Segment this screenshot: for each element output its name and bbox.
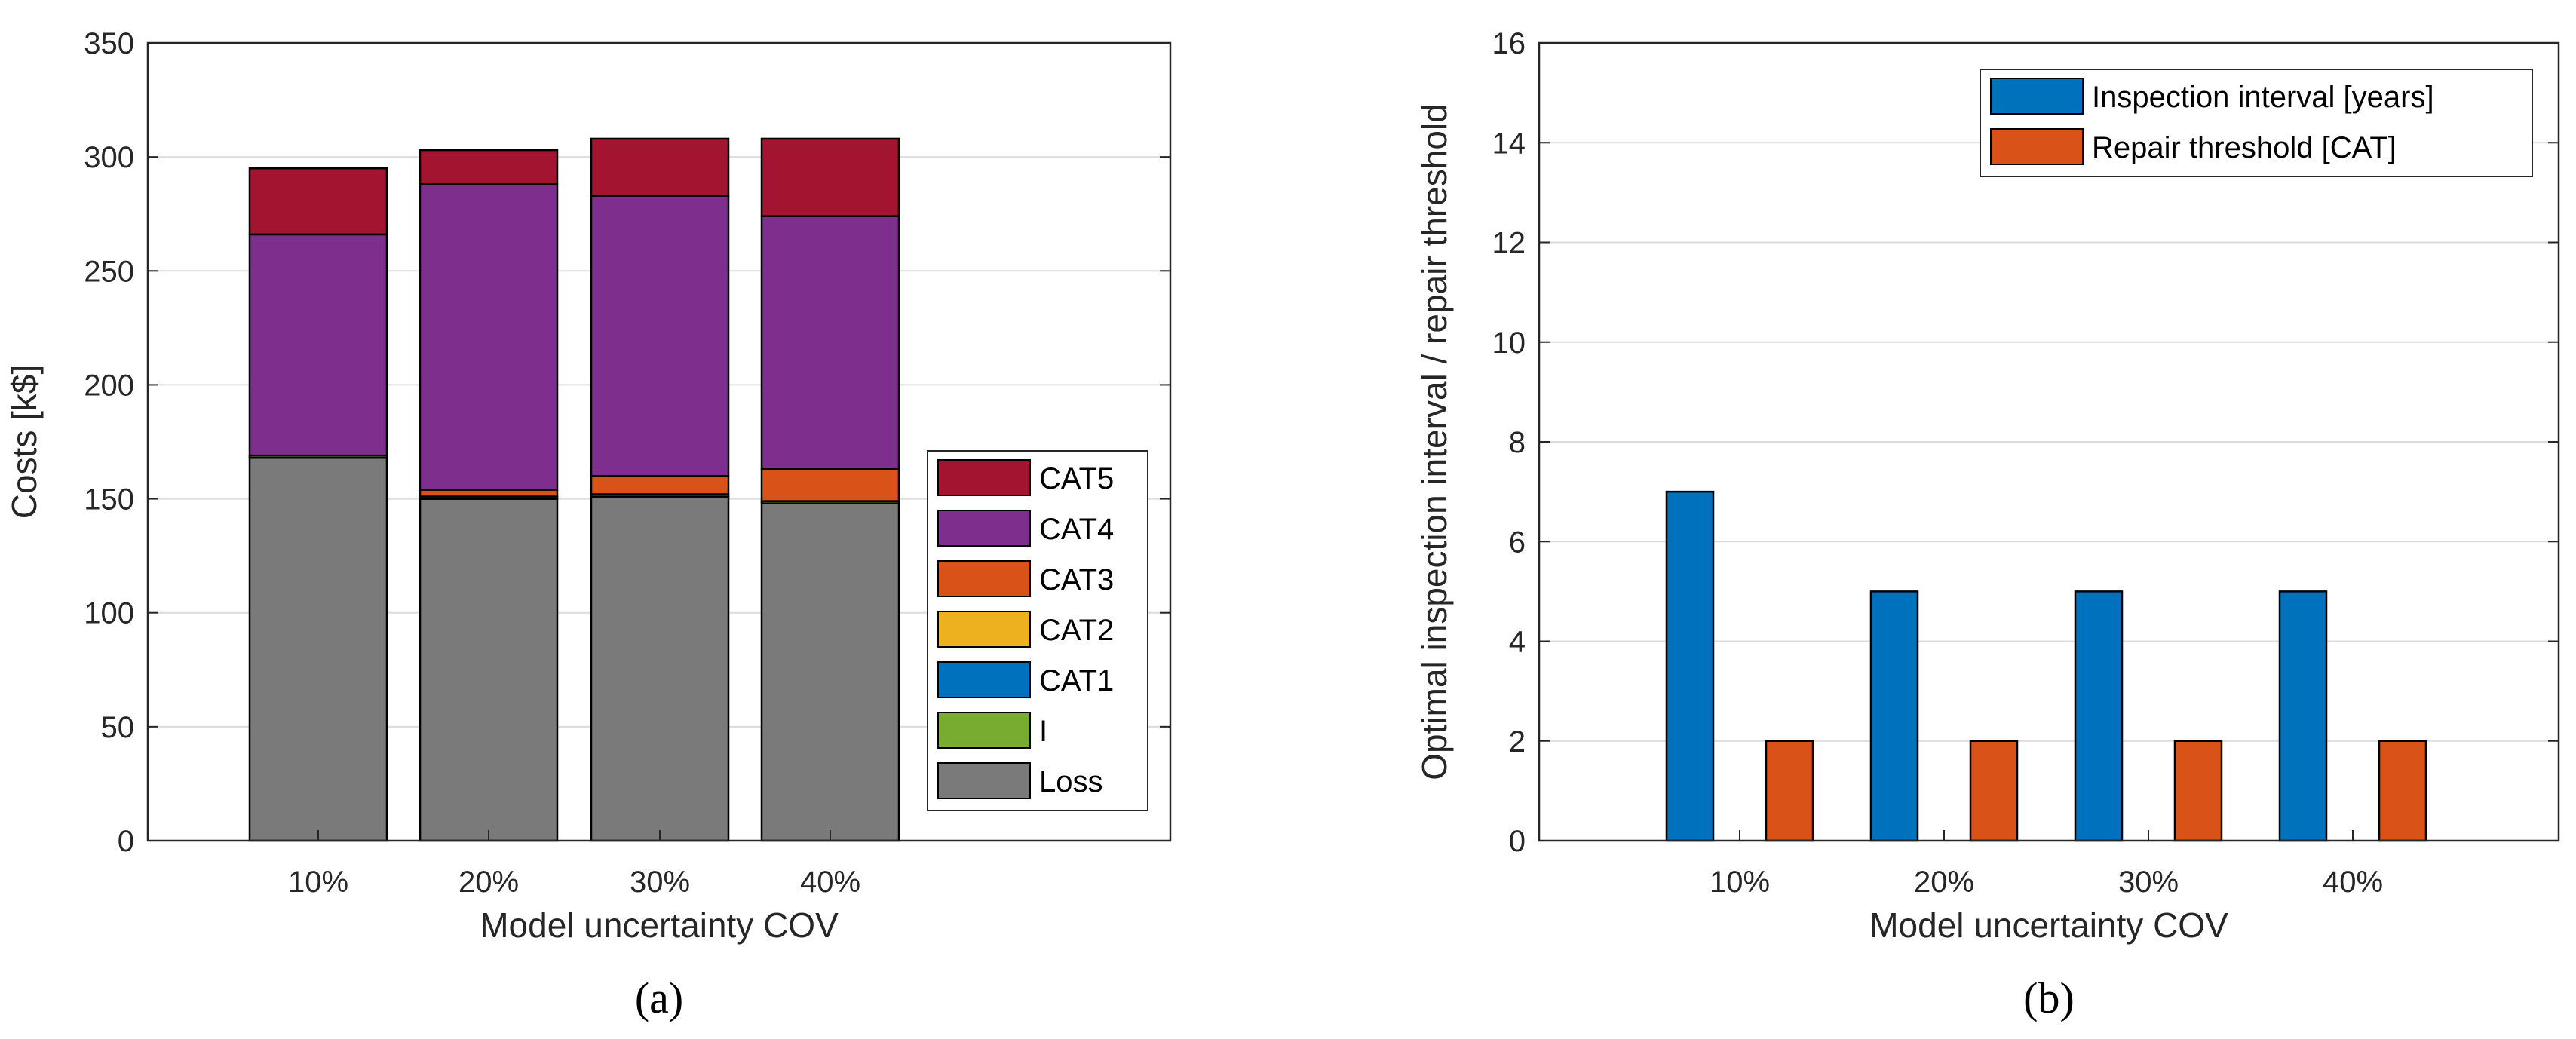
bar-cat5-20 <box>419 149 559 185</box>
ytick-label-0: 0 <box>118 825 134 858</box>
ytick-label-6: 6 <box>1509 526 1526 559</box>
xtick-label-30: 30% <box>2118 866 2179 899</box>
ytick-label-300: 300 <box>84 141 134 174</box>
ytick-label-8: 8 <box>1509 426 1526 459</box>
ytick-label-2: 2 <box>1509 725 1526 759</box>
legend-label-cat3: CAT3 <box>1039 563 1114 596</box>
bar-inspection-interval-years-10 <box>1665 490 1715 842</box>
bar-cat4-30 <box>590 195 730 477</box>
y-axis-label: Optimal inspection interval / repair thr… <box>1415 103 1454 780</box>
legend-swatch-loss <box>937 762 1031 799</box>
ytick-label-350: 350 <box>84 27 134 60</box>
legend-swatch-inspection-interval-years <box>1990 78 2084 115</box>
legend-swatch-cat2 <box>937 611 1031 648</box>
xtick-label-40: 40% <box>2323 866 2383 899</box>
legend-label-inspection-interval-years: Inspection interval [years] <box>2092 81 2434 114</box>
bar-cat3-30 <box>590 475 730 495</box>
ytick-label-200: 200 <box>84 369 134 402</box>
bar-loss-30 <box>590 495 730 842</box>
bar-cat4-40 <box>760 215 900 470</box>
ytick-label-0: 0 <box>1509 825 1526 858</box>
xtick-label-10: 10% <box>1710 866 1770 899</box>
plot-frame <box>1538 41 2560 842</box>
bar-cat5-10 <box>248 167 388 236</box>
legend-swatch-repair-threshold-cat <box>1990 128 2084 165</box>
ytick-label-150: 150 <box>84 483 134 516</box>
ytick-label-12: 12 <box>1492 227 1526 260</box>
legend-swatch-cat1 <box>937 661 1031 698</box>
legend-label-cat4: CAT4 <box>1039 513 1114 546</box>
ytick-label-100: 100 <box>84 597 134 630</box>
legend-swatch-cat4 <box>937 510 1031 547</box>
ytick-label-10: 10 <box>1492 326 1526 360</box>
bar-cat3-20 <box>419 489 559 498</box>
ytick-label-50: 50 <box>101 711 135 744</box>
legend-label-repair-threshold-cat: Repair threshold [CAT] <box>2092 131 2397 164</box>
bar-repair-threshold-cat-30 <box>2173 740 2223 842</box>
x-axis-label: Model uncertainty COV <box>480 906 839 945</box>
bar-repair-threshold-cat-20 <box>1969 740 2019 842</box>
bar-repair-threshold-cat-10 <box>1765 740 1814 842</box>
bar-loss-10 <box>248 456 388 842</box>
bar-inspection-interval-years-20 <box>1869 590 1919 842</box>
xtick-label-40: 40% <box>800 866 860 899</box>
legend-swatch-cat3 <box>937 560 1031 597</box>
xtick-label-20: 20% <box>1914 866 1974 899</box>
bar-inspection-interval-years-30 <box>2074 590 2124 842</box>
bar-repair-threshold-cat-40 <box>2378 740 2427 842</box>
xtick-label-30: 30% <box>630 866 690 899</box>
bar-inspection-interval-years-40 <box>2278 590 2328 842</box>
legend-label-cat2: CAT2 <box>1039 614 1114 647</box>
y-axis-label: Costs [k$] <box>5 365 44 520</box>
bar-cat3-40 <box>760 468 900 502</box>
panel-label: (b) <box>2023 973 2075 1022</box>
legend-label-cat1: CAT1 <box>1039 664 1114 697</box>
ytick-label-4: 4 <box>1509 626 1526 659</box>
chart-panel-a: 0 50 100 150 200 250 300 350 Costs [k$] 10% 20% 30%… <box>5 27 1172 1022</box>
bar-cat5-40 <box>760 137 900 217</box>
legend-label-cat5: CAT5 <box>1039 462 1114 495</box>
bar-cat5-30 <box>590 137 730 197</box>
ytick-label-16: 16 <box>1492 27 1526 60</box>
bar-loss-20 <box>419 498 559 842</box>
legend-label-loss: Loss <box>1039 765 1103 798</box>
xtick-label-10: 10% <box>288 866 348 899</box>
chart-panel-b: 0 2 4 6 8 10 12 14 16 Optimal inspection interval… <box>1415 27 2560 1022</box>
legend-swatch-i <box>937 712 1031 749</box>
xtick-label-20: 20% <box>458 866 519 899</box>
panel-label: (a) <box>635 973 683 1022</box>
bar-cat4-20 <box>419 183 559 491</box>
bar-loss-40 <box>760 502 900 842</box>
bar-cat4-10 <box>248 233 388 457</box>
ytick-label-250: 250 <box>84 255 134 288</box>
legend-label-i: I <box>1039 715 1047 748</box>
ytick-label-14: 14 <box>1492 127 1526 160</box>
legend-swatch-cat5 <box>937 459 1031 496</box>
x-axis-label: Model uncertainty COV <box>1869 906 2228 945</box>
